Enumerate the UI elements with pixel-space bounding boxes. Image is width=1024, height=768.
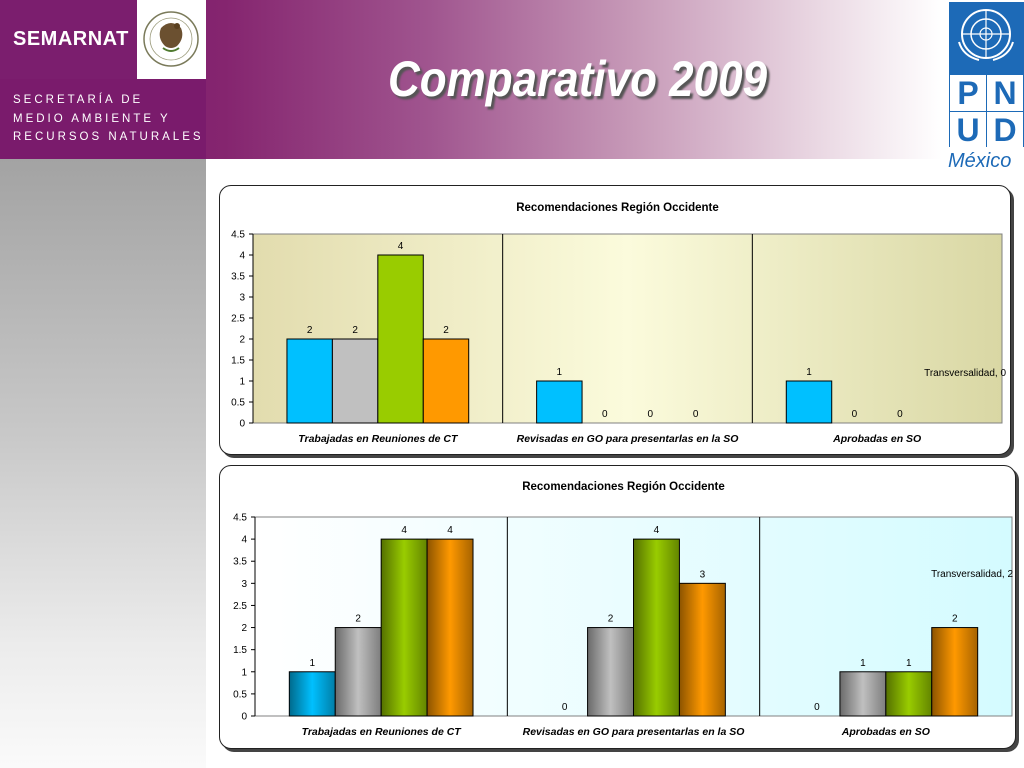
- agency-line-3: RECURSOS NATURALES: [13, 131, 204, 143]
- category-label: Aprobadas en SO: [832, 433, 921, 445]
- mexico-seal-logo: [137, 0, 206, 79]
- eagle-seal-icon: [143, 11, 199, 67]
- y-tick-label: 1.5: [233, 645, 247, 656]
- bar: [633, 538, 680, 717]
- bar-value-label: 0: [602, 409, 608, 420]
- bar: [380, 538, 428, 717]
- bar-value-label: 0: [852, 409, 858, 420]
- bar-value-label: 4: [401, 525, 407, 536]
- bar: [288, 671, 336, 717]
- bar: [286, 338, 333, 424]
- pnud-logo-blue: P N U D: [949, 2, 1024, 148]
- y-tick-label: 0: [241, 712, 247, 723]
- y-tick-label: 3: [241, 579, 247, 590]
- y-tick-label: 2: [239, 335, 245, 346]
- chart-panel-2: Recomendaciones Región Occidente 0 0.5 1 1.5…: [219, 465, 1016, 749]
- y-tick-label: 0: [239, 419, 245, 430]
- bar-value-label: 1: [860, 658, 866, 669]
- un-emblem-icon: [958, 9, 1014, 61]
- y-tick-label: 1.5: [231, 356, 245, 367]
- agency-box: SECRETARÍA DE MEDIO AMBIENTE Y RECURSOS …: [0, 79, 206, 159]
- bar-value-label: 1: [309, 658, 315, 669]
- y-tick-label: 3: [239, 293, 245, 304]
- category-label: Trabajadas en Reuniones de CT: [298, 433, 459, 445]
- y-tick-label: 3.5: [231, 272, 245, 283]
- bar-value-label: 2: [443, 325, 449, 336]
- pnud-country: México: [948, 150, 1012, 172]
- brand-box: SEMARNAT: [0, 0, 137, 79]
- bar-value-label: 0: [693, 409, 699, 420]
- bar: [885, 671, 933, 717]
- bar: [931, 627, 979, 717]
- page-title: Comparativo 2009: [388, 51, 768, 107]
- bar-value-label: 2: [307, 325, 313, 336]
- bar: [839, 671, 887, 717]
- bar-value-label: 1: [557, 367, 563, 378]
- bar: [785, 380, 833, 424]
- bar-value-label: 2: [352, 325, 358, 336]
- bar-value-label: 4: [654, 525, 660, 536]
- bar: [426, 538, 474, 717]
- chart-title: Recomendaciones Región Occidente: [516, 202, 719, 214]
- sidebar-gradient: [0, 159, 206, 768]
- y-tick-label: 4: [239, 251, 245, 262]
- bar: [536, 380, 583, 424]
- bar-chart-1: Recomendaciones Región Occidente 0 0.5 1 1.5…: [231, 202, 1006, 445]
- bar-value-label: 2: [952, 614, 958, 625]
- y-tick-label: 2.5: [231, 314, 245, 325]
- bar-value-label: 2: [355, 614, 361, 625]
- bar-chart-2: Recomendaciones Región Occidente 0 0.5 1 1.5…: [233, 481, 1013, 738]
- y-tick-label: 0.5: [233, 689, 247, 700]
- pnud-letter-d: D: [987, 112, 1023, 148]
- agency-line-1: SECRETARÍA DE: [13, 94, 144, 106]
- bar-value-label: 1: [906, 658, 912, 669]
- bar: [377, 254, 424, 424]
- bar: [422, 338, 470, 424]
- bar-value-label: 2: [608, 614, 614, 625]
- category-label: Revisadas en GO para presentarlas en la …: [523, 726, 745, 738]
- header-banner: SEMARNAT SECRETARÍA DE MEDIO AMBIENTE Y …: [0, 0, 1024, 159]
- y-tick-label: 4: [241, 535, 247, 546]
- bar-value-label: 0: [562, 702, 568, 713]
- bar-value-label: 0: [814, 702, 820, 713]
- category-label: Revisadas en GO para presentarlas en la …: [517, 433, 739, 445]
- pnud-letter-u: U: [950, 112, 986, 148]
- series-annotation: Transversalidad, 0: [924, 368, 1006, 379]
- y-tick-label: 0.5: [231, 398, 245, 409]
- bar-value-label: 1: [806, 367, 812, 378]
- bar-value-label: 0: [647, 409, 653, 420]
- chart-panel-1: Recomendaciones Región Occidente 0 0.5 1 1.5…: [219, 185, 1011, 455]
- bar: [678, 582, 726, 717]
- bar-value-label: 4: [447, 525, 453, 536]
- pnud-letter-p: P: [950, 75, 986, 111]
- y-tick-label: 1: [241, 667, 247, 678]
- bar: [587, 627, 635, 717]
- bar-value-label: 4: [398, 241, 404, 252]
- y-tick-label: 1: [239, 377, 245, 388]
- bar: [331, 338, 379, 424]
- y-tick-label: 2.5: [233, 601, 247, 612]
- pnud-letter-n: N: [987, 75, 1023, 111]
- y-tick-label: 2: [241, 623, 247, 634]
- category-label: Trabajadas en Reuniones de CT: [302, 726, 463, 738]
- bar-value-label: 3: [700, 569, 706, 580]
- chart-title: Recomendaciones Región Occidente: [522, 481, 725, 493]
- series-annotation: Transversalidad, 2: [931, 569, 1013, 580]
- y-tick-label: 4.5: [233, 513, 247, 524]
- y-tick-label: 3.5: [233, 557, 247, 568]
- bar: [334, 627, 382, 717]
- y-tick-label: 4.5: [231, 230, 245, 241]
- brand-name: SEMARNAT: [13, 28, 129, 50]
- category-label: Aprobadas en SO: [841, 726, 930, 738]
- agency-line-2: MEDIO AMBIENTE Y: [13, 113, 171, 125]
- bar-value-label: 0: [897, 409, 903, 420]
